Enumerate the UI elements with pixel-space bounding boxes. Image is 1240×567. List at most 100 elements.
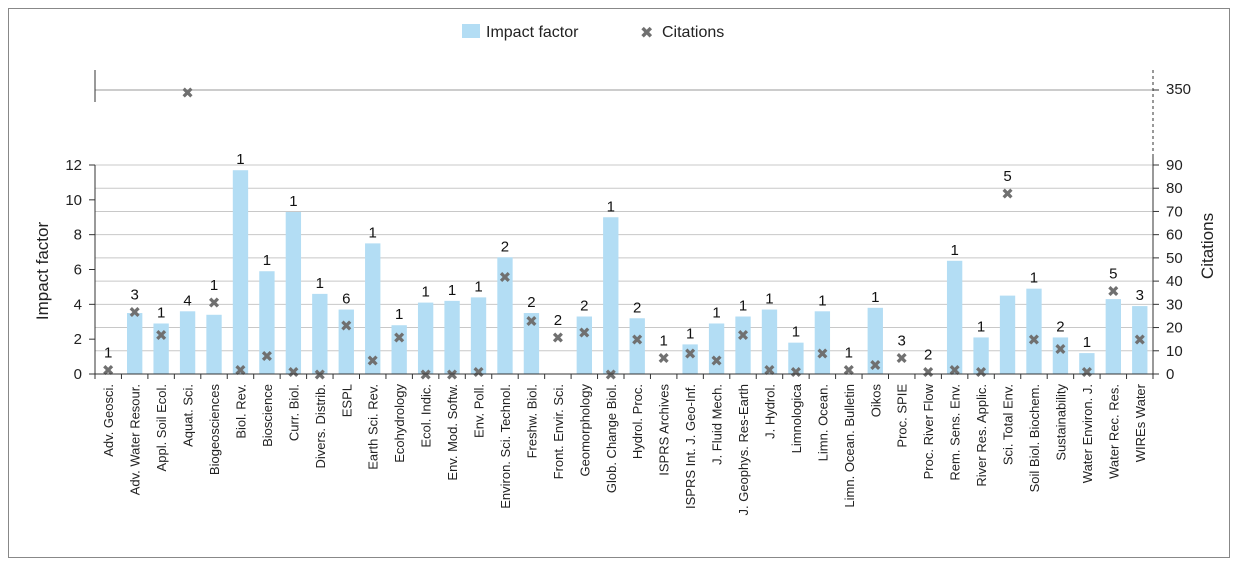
data-label: 1 [1083, 334, 1091, 351]
impact-bar [312, 293, 328, 374]
chart-frame [8, 8, 1230, 558]
data-label: 1 [660, 333, 668, 350]
category-label: Sustainability [1053, 384, 1068, 461]
citation-marker: ✖ [948, 361, 961, 379]
category-label: Proc. SPIE [895, 384, 910, 448]
impact-bar [470, 297, 487, 374]
impact-factor-bars [127, 170, 1148, 374]
citation-marker: ✖ [1001, 185, 1014, 203]
category-label: Environ. Sci. Technol. [498, 384, 513, 509]
category-label: Curr. Biol. [286, 384, 301, 441]
category-label: Sci. Total Env. [1001, 384, 1016, 465]
citation-marker: ✖ [1028, 331, 1041, 349]
data-label: 1 [1030, 270, 1038, 287]
citation-marker: ✖ [1081, 364, 1094, 382]
category-label: Limn. Ocean. Bulletin [842, 384, 857, 508]
citation-marker: ✖ [816, 345, 829, 363]
y-right-tick: 10 [1166, 343, 1183, 360]
category-label: J. Fluid Mech. [710, 384, 725, 465]
citation-marker: ✖ [261, 347, 274, 365]
category-label: Front. Envir. Sci. [551, 384, 566, 479]
category-label: ISPRS Archives [657, 384, 672, 476]
citation-marker: ✖ [366, 352, 379, 370]
category-label: Adv. Geosci. [101, 384, 116, 457]
impact-bar [682, 344, 698, 374]
impact-bar [973, 337, 989, 374]
category-label: J. Hydrol. [762, 384, 777, 439]
citation-marker: ✖ [446, 366, 459, 384]
y-right-axis-title: Citations [1198, 213, 1217, 279]
citation-marker: ✖ [1054, 340, 1067, 358]
y-right-tick: 30 [1166, 296, 1183, 313]
impact-bar [153, 323, 169, 374]
y-right-tick: 70 [1166, 203, 1183, 220]
citation-marker: ✖ [234, 361, 247, 379]
category-label: Biol. Rev. [233, 384, 248, 439]
category-label: River Res. Applic. [974, 384, 989, 487]
impact-bar [946, 260, 963, 374]
data-label: 1 [369, 224, 377, 241]
impact-bar [1052, 337, 1069, 374]
impact-bar [867, 307, 883, 374]
citation-marker: ✖ [128, 303, 141, 321]
category-label: Water Environ. J. [1080, 384, 1095, 483]
impact-bar [1079, 353, 1095, 374]
citation-marker: ✖ [499, 268, 512, 286]
data-label: 3 [1136, 287, 1144, 304]
impact-bar [576, 316, 592, 374]
impact-bar [444, 300, 460, 374]
legend-citations-marker: ✖ [640, 23, 653, 42]
citation-marker: ✖ [922, 364, 935, 382]
impact-bar [1026, 288, 1042, 374]
category-label: ISPRS Int. J. Geo-Inf. [683, 384, 698, 509]
citation-marker: ✖ [525, 313, 538, 331]
category-label: Adv. Water Resour. [128, 384, 143, 495]
impact-bar [1132, 306, 1148, 374]
y-left-tick: 4 [74, 296, 82, 313]
y-right-break-tick: 350 [1166, 81, 1191, 98]
data-label: 5 [1003, 168, 1011, 185]
category-label: Earth Sci. Rev. [366, 384, 381, 470]
data-label: 4 [183, 292, 191, 309]
impact-bar [497, 257, 513, 374]
citation-marker: ✖ [684, 345, 697, 363]
impact-bar [206, 314, 222, 374]
category-label: Hydrol. Proc. [630, 384, 645, 459]
data-label: 1 [712, 304, 720, 321]
y-right-tick: 40 [1166, 273, 1183, 290]
data-label: 1 [792, 324, 800, 341]
y-right-tick: 60 [1166, 227, 1183, 244]
y-left-axis-title: Impact factor [33, 222, 52, 321]
data-label: 1 [977, 318, 985, 335]
category-label: Divers. Distrib. [313, 384, 328, 469]
data-label: 2 [1056, 318, 1064, 335]
citation-marker: ✖ [1107, 282, 1120, 300]
data-label: 1 [157, 304, 165, 321]
citation-marker: ✖ [631, 331, 644, 349]
y-left-tick: 2 [74, 331, 82, 348]
category-label: WIREs Water [1133, 383, 1148, 462]
data-label: 3 [131, 286, 139, 303]
category-label: Biogeosciences [207, 384, 222, 476]
gridlines [95, 89, 1153, 375]
y-left-tick: 8 [74, 227, 82, 244]
impact-bar [814, 311, 831, 374]
y-right-tick: 20 [1166, 320, 1183, 337]
data-label: 1 [210, 277, 218, 294]
category-label: Limnologica [789, 383, 804, 453]
category-label: Geomorphology [577, 384, 592, 477]
impact-bar [735, 316, 751, 374]
data-label: 3 [898, 333, 906, 350]
data-label: 1 [607, 198, 615, 215]
citation-marker: ✖ [710, 352, 723, 370]
category-label: Water Rec. Res. [1106, 384, 1121, 479]
category-label: Appl. Soil Ecol. [154, 384, 169, 471]
impact-bar [523, 313, 540, 374]
data-label: 1 [871, 289, 879, 306]
citation-marker: ✖ [975, 364, 988, 382]
category-label: Glob. Change Biol. [604, 384, 619, 493]
data-label: 1 [950, 242, 958, 259]
data-label: 1 [263, 252, 271, 269]
impact-bar [259, 271, 275, 374]
